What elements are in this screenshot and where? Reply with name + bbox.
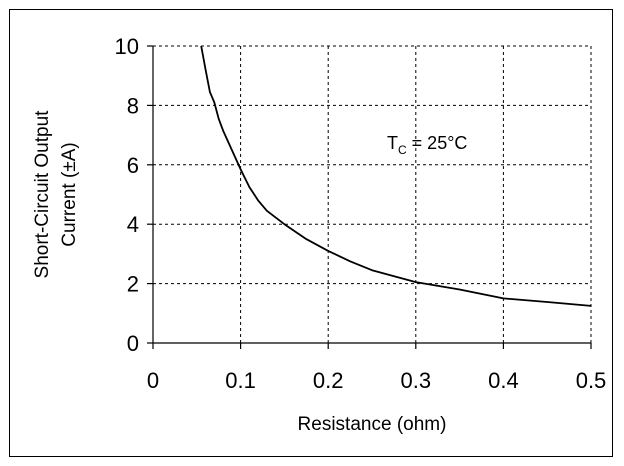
y-tick-label: 2	[127, 272, 139, 297]
x-tick-label: 0	[147, 368, 159, 393]
current-vs-resistance-line	[200, 45, 592, 307]
annotation-rest: = 25°C	[407, 133, 468, 153]
y-tick-label: 10	[115, 34, 139, 59]
gridlines	[153, 45, 592, 343]
x-tick-label: 0.2	[313, 368, 344, 393]
x-axis-title: Resistance (ohm)	[298, 414, 447, 435]
annotation-main: T	[387, 133, 398, 153]
y-tick-label: 0	[127, 331, 139, 356]
x-tick-label: 0.4	[488, 368, 519, 393]
temperature-annotation: TC = 25°C	[387, 133, 467, 157]
axes	[147, 45, 592, 349]
y-tick-label: 8	[127, 93, 139, 118]
tick-labels: 0 2 4 6 8 10 0 0.1 0.2 0.3 0.4 0.5	[115, 34, 607, 393]
series-layer	[200, 45, 592, 307]
x-tick-label: 0.1	[225, 368, 256, 393]
chart-frame	[9, 9, 613, 457]
y-tick-label: 4	[127, 212, 139, 237]
x-tick-label: 0.5	[576, 368, 607, 393]
y-tick-label: 6	[127, 153, 139, 178]
x-tick-label: 0.3	[401, 368, 432, 393]
annotation-subscript: C	[398, 143, 407, 157]
y-axis-title-line-1: Short-Circuit Output	[32, 110, 53, 279]
y-axis-title-line-2: Current (±A)	[59, 142, 80, 246]
